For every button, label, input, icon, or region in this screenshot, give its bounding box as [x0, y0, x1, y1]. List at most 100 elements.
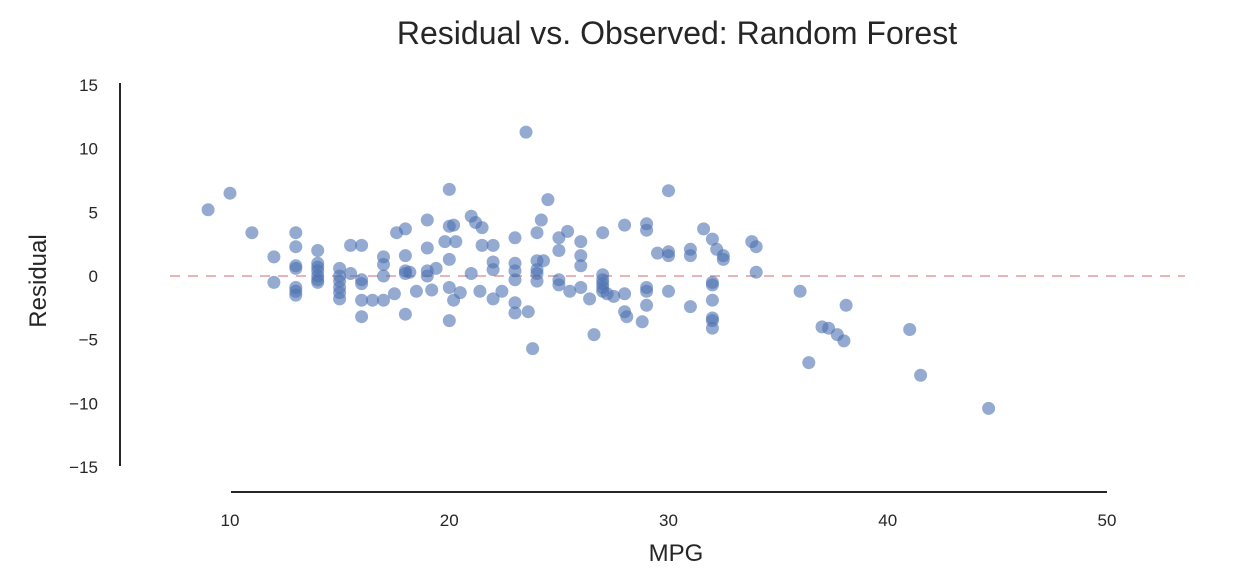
data-point [574, 259, 588, 273]
data-point [640, 284, 654, 298]
data-point [574, 235, 588, 249]
data-point [289, 261, 303, 275]
data-point [355, 310, 369, 324]
data-point [442, 252, 456, 266]
data-point [705, 278, 719, 292]
data-point [403, 265, 417, 279]
y-tick-label: −5 [79, 331, 98, 350]
data-point [508, 273, 522, 287]
data-point [475, 221, 489, 235]
data-point [651, 246, 664, 260]
data-point [398, 222, 412, 236]
y-tick-label: −10 [69, 394, 98, 413]
data-point [442, 281, 456, 294]
data-point [662, 184, 675, 198]
data-point [409, 284, 423, 298]
data-point [420, 269, 434, 283]
data-point [311, 275, 325, 289]
data-point [486, 263, 500, 277]
data-point [377, 269, 390, 283]
data-point [464, 267, 478, 280]
data-point [425, 283, 439, 297]
data-point [447, 218, 461, 232]
data-point [344, 238, 358, 252]
data-point [537, 254, 550, 268]
data-point [587, 328, 601, 342]
data-point [749, 265, 763, 279]
data-point [596, 226, 610, 240]
data-point [552, 244, 566, 257]
data-point [526, 342, 540, 356]
data-point [530, 274, 544, 288]
x-ticks: 10 20 30 40 50 [221, 511, 1117, 530]
y-tick-label: −15 [69, 458, 98, 477]
y-axis-label: Residual [25, 234, 52, 327]
x-tick-label: 10 [221, 511, 240, 530]
data-point [420, 213, 434, 227]
data-point [355, 277, 369, 291]
data-point [289, 288, 303, 302]
data-point [640, 298, 654, 312]
data-point [635, 315, 649, 329]
data-point [223, 186, 237, 200]
data-point [420, 241, 434, 255]
data-point [344, 267, 358, 280]
data-point [508, 296, 522, 310]
data-point [473, 284, 487, 298]
data-point [508, 306, 522, 320]
data-point [475, 238, 489, 252]
x-axis-label: MPG [649, 540, 704, 567]
y-tick-label: 15 [79, 76, 98, 95]
data-point [355, 238, 369, 252]
data-point [387, 287, 401, 301]
data-point [914, 368, 928, 382]
data-point [903, 323, 917, 336]
data-point [495, 284, 509, 298]
data-point [267, 250, 281, 264]
data-point [561, 224, 575, 238]
data-point [607, 289, 621, 303]
data-point [982, 401, 996, 415]
y-tick-label: 10 [79, 140, 98, 159]
x-tick-label: 20 [440, 511, 459, 530]
data-point [521, 305, 535, 319]
data-point [311, 244, 325, 257]
data-point [583, 292, 597, 306]
data-point [201, 203, 215, 217]
data-point [377, 293, 390, 307]
data-point [519, 125, 533, 139]
data-point [662, 284, 675, 298]
y-ticks: −15 −10 −5 0 5 10 15 [69, 76, 98, 477]
data-point [563, 284, 577, 298]
data-point [837, 334, 851, 348]
data-point [486, 292, 500, 306]
data-point [377, 258, 390, 271]
data-point [245, 226, 259, 240]
data-point [530, 226, 544, 240]
data-point [333, 292, 347, 306]
data-point [683, 300, 697, 314]
data-point [749, 240, 763, 254]
data-point [574, 281, 588, 294]
data-point [705, 232, 719, 246]
y-tick-label: 5 [89, 203, 98, 222]
data-point [398, 307, 412, 321]
data-point [541, 193, 555, 207]
data-point [683, 249, 697, 263]
data-point [366, 293, 379, 307]
data-point [438, 235, 452, 249]
data-points [201, 125, 996, 415]
data-point [705, 321, 719, 335]
data-point [289, 226, 303, 240]
data-point [534, 213, 548, 227]
data-point [442, 182, 456, 196]
data-point [508, 231, 522, 245]
data-point [618, 218, 632, 232]
data-point [355, 293, 369, 307]
x-tick-label: 40 [878, 511, 897, 530]
data-point [705, 293, 719, 307]
data-point [716, 252, 730, 266]
data-point [618, 287, 632, 301]
data-point [574, 249, 588, 263]
